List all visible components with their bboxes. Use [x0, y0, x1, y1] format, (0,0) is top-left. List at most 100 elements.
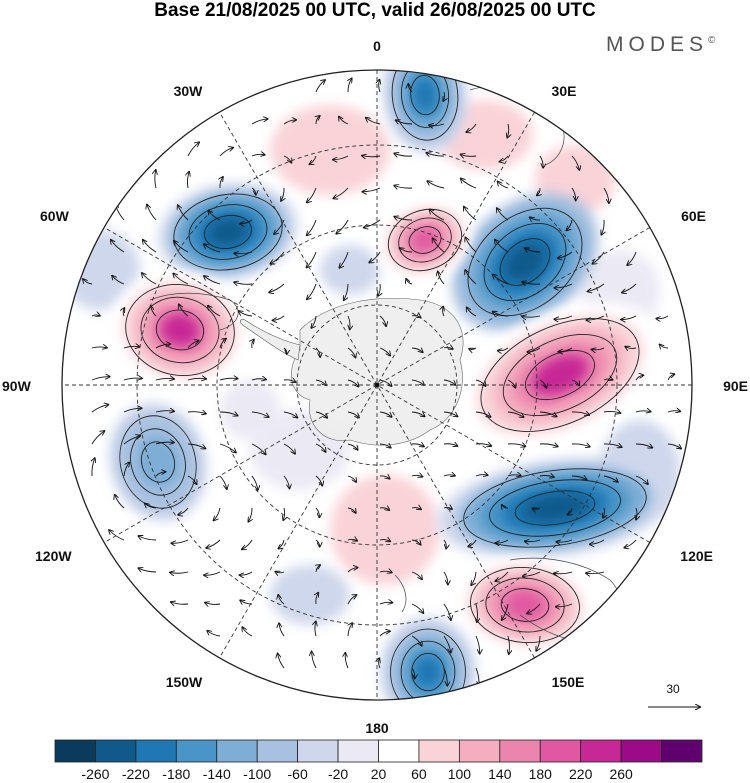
copyright-mark: © — [708, 35, 716, 46]
wind-vector — [155, 170, 156, 189]
lon-label-90w: 90W — [2, 378, 32, 394]
wind-vector — [155, 344, 170, 349]
wind-vector — [248, 507, 252, 522]
wind-vector — [411, 444, 424, 447]
weak-anomaly-patch — [320, 245, 380, 295]
wind-vector — [571, 476, 587, 480]
contour-line — [483, 222, 567, 302]
wind-vector — [527, 347, 541, 352]
wind-vector — [251, 154, 265, 156]
wind-vector — [443, 411, 458, 416]
wind-vector — [471, 571, 477, 585]
anomaly-field — [62, 70, 692, 700]
wind-vector — [219, 475, 227, 489]
colorbar-swatch — [499, 739, 541, 763]
wind-vector — [635, 444, 652, 448]
wind-vector — [443, 91, 444, 101]
anomaly-contour-ross-low — [414, 656, 442, 688]
wind-vector — [522, 316, 541, 317]
wind-vector — [379, 347, 390, 356]
wind-vector — [347, 347, 356, 358]
wind-vector — [592, 251, 605, 264]
wind-vector — [333, 187, 349, 198]
wind-vector — [187, 412, 206, 414]
wind-vector — [556, 540, 573, 542]
wind-vector — [283, 443, 295, 454]
wind-vector — [283, 155, 291, 163]
wind-vector — [592, 348, 605, 350]
colorbar-swatch — [54, 739, 96, 763]
weak-anomaly-patch — [122, 112, 218, 188]
colorbar-swatch — [95, 739, 137, 763]
colorbar-swatch — [175, 739, 218, 763]
wind-vector — [495, 539, 509, 543]
colorbar-swatch — [378, 739, 420, 763]
wind-vector — [443, 603, 451, 620]
wind-vector — [530, 217, 541, 220]
wind-vector — [142, 273, 157, 285]
wind-vector — [411, 379, 424, 385]
contour-line — [489, 479, 621, 537]
wind-vector — [498, 347, 509, 351]
south-pole-marker — [374, 382, 380, 388]
wind-vector — [495, 240, 509, 253]
wind-vector — [443, 571, 448, 585]
wind-vector — [178, 205, 189, 221]
wind-vector — [533, 508, 541, 509]
colorbar-tick-label: -140 — [203, 766, 231, 782]
wind-vector — [311, 315, 317, 328]
wind-vector — [493, 312, 509, 317]
wind-vector — [345, 653, 349, 669]
wind-vector — [275, 572, 285, 573]
wind-vector — [310, 155, 317, 164]
wind-vector — [411, 667, 415, 678]
wind-vector — [91, 405, 108, 413]
wind-vector — [394, 153, 413, 156]
wind-vector — [379, 411, 392, 417]
colorbar-swatch — [337, 739, 379, 763]
wind-vector — [635, 375, 643, 381]
wind-vector — [151, 306, 157, 317]
anomaly-contour-weddell-high — [411, 228, 439, 252]
wind-vector — [307, 251, 317, 267]
wind-vector — [461, 154, 477, 156]
wind-vector — [123, 308, 124, 317]
wind-vector — [603, 507, 605, 518]
wind-vector — [603, 187, 609, 203]
wind-vector — [461, 179, 477, 189]
contour-line — [410, 74, 440, 116]
wind-vector — [251, 379, 266, 380]
wind-vector — [406, 279, 413, 285]
colorbar-swatch — [135, 739, 177, 763]
wind-vector — [362, 156, 381, 157]
wind-vector — [242, 539, 253, 549]
wind-vector — [251, 443, 266, 454]
wind-vector — [467, 307, 477, 317]
wind-vector — [369, 251, 381, 263]
wind-vector — [91, 431, 104, 445]
wind-vector — [206, 539, 221, 548]
wind-vector — [315, 80, 325, 93]
colorbar-swatch — [620, 739, 662, 763]
wind-vector — [315, 621, 316, 637]
wind-vector — [316, 116, 320, 125]
wind-vector — [219, 412, 238, 416]
colorbar-tick-label: 220 — [569, 766, 593, 782]
wind-vector — [344, 283, 349, 300]
wind-vector — [587, 315, 605, 320]
wind-vector — [466, 123, 477, 132]
lon-label-0: 0 — [373, 38, 381, 54]
colorbar-tick-label: -260 — [81, 766, 109, 782]
wind-vector — [155, 472, 165, 477]
wind-vector — [522, 282, 541, 284]
wind-vector — [348, 315, 350, 329]
wind-vector — [656, 315, 669, 319]
wind-vector — [155, 378, 174, 380]
wind-vector — [283, 411, 297, 418]
wind-vector — [497, 208, 509, 221]
wind-vector — [283, 475, 290, 488]
colorbar-swatch — [216, 739, 258, 763]
wind-vector — [411, 348, 423, 352]
wind-vector — [333, 155, 349, 160]
colorbar-tick-label: 260 — [609, 766, 633, 782]
